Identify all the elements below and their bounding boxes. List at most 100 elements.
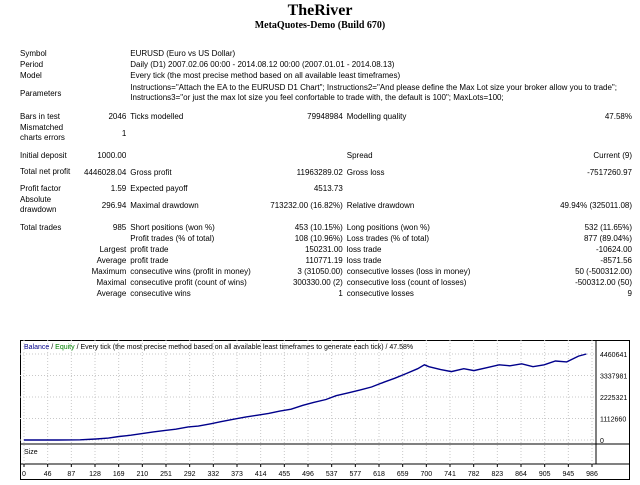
pt-value: 108 (10.96%) <box>294 234 343 243</box>
row-symbol: Symbol EURUSD (Euro vs US Dollar) <box>20 48 632 59</box>
row-trades: Total trades 985 Short positions (won %)… <box>20 222 632 233</box>
quality-value: 47.58% <box>604 112 632 121</box>
max-cw-label: consecutive wins (profit in money) <box>130 267 251 276</box>
chart-frame <box>20 340 630 480</box>
report-table: Symbol EURUSD (Euro vs US Dollar) Period… <box>20 48 632 299</box>
maxdd-label: Maximal drawdown <box>130 200 199 210</box>
y-tick-label: 4460641 <box>600 352 627 359</box>
row-maximum: Maximum consecutive wins (profit in mone… <box>20 266 632 277</box>
x-tick-label: 986 <box>586 471 598 478</box>
x-tick-label: 700 <box>420 471 432 478</box>
x-tick-label: 864 <box>515 471 527 478</box>
ep-value: 4513.73 <box>313 184 343 193</box>
x-tick-label: 128 <box>89 471 101 478</box>
lt-value: 877 (89.04%) <box>583 234 632 243</box>
x-tick-label: 87 <box>67 471 75 478</box>
balance-chart-svg: Balance / Equity / Every tick (the most … <box>20 340 630 480</box>
largest-lt-label: loss trade <box>346 245 382 254</box>
period-value: Daily (D1) 2007.02.06 00:00 - 2014.08.12… <box>130 60 395 69</box>
symbol-label: Symbol <box>20 49 47 58</box>
row-average: Average profit trade 110771.19 loss trad… <box>20 255 632 266</box>
x-axis-ticks: 0 46 87 128 169 210 251 292 332 373 414 455 496 537 57… <box>22 464 598 478</box>
x-tick-label: 414 <box>255 471 267 478</box>
quality-label: Modelling quality <box>346 112 407 121</box>
y-tick-label: 1112660 <box>600 417 626 424</box>
max-cl-value: 50 (-500312.00) <box>575 267 632 276</box>
x-tick-label: 251 <box>160 471 172 478</box>
mxl-cl-value: -500312.00 (50) <box>575 278 632 287</box>
average-pt-value: 110771.19 <box>305 256 343 265</box>
row-bars: Bars in test 2046 Ticks modelled 7994898… <box>20 111 632 122</box>
balance-line <box>24 353 587 441</box>
mxl-cp-value: 300330.00 (2) <box>292 278 343 287</box>
row-maximal: Maximal consecutive profit (count of win… <box>20 277 632 288</box>
mismatch-label: Mismatched charts errors <box>20 123 65 142</box>
legend-balance: Balance <box>24 344 49 351</box>
max-cw-value: 3 (31050.00) <box>297 267 343 276</box>
pf-label: Profit factor <box>20 184 61 193</box>
deposit-label: Initial deposit <box>20 151 67 160</box>
spread-label: Spread <box>346 151 373 160</box>
legend-rest: / Every tick (the most precise method ba… <box>77 344 414 351</box>
row-mismatch: Mismatched charts errors 1 <box>20 122 632 144</box>
lt-label: Loss trades (% of total) <box>346 234 430 243</box>
row-largest: Largest profit trade 150231.00 loss trad… <box>20 244 632 255</box>
parameters-line-1: Instructions="Attach the EA to the EURUS… <box>130 83 617 92</box>
ticks-value: 79948984 <box>307 112 343 121</box>
short-label: Short positions (won %) <box>130 223 215 232</box>
parameters-line-2: Instructions3="or just the max lot size … <box>130 93 504 102</box>
x-tick-label: 210 <box>136 471 148 478</box>
legend-equity: Equity <box>55 344 75 351</box>
deposit-value: 1000.00 <box>97 151 127 160</box>
x-tick-label: 496 <box>302 471 314 478</box>
x-tick-label: 332 <box>207 471 219 478</box>
max-cl-label: consecutive losses (loss in money) <box>346 267 471 276</box>
grossloss-value: -7517260.97 <box>587 167 632 177</box>
x-tick-label: 292 <box>184 471 196 478</box>
pt-label: Profit trades (% of total) <box>130 234 215 243</box>
period-label: Period <box>20 60 44 69</box>
average-lt-label: loss trade <box>346 256 382 265</box>
y-axis-ticks: 4460641 3337981 2225321 1112660 0 <box>600 352 627 445</box>
maximal-label: Maximal <box>96 278 127 287</box>
x-tick-label: 782 <box>468 471 480 478</box>
trades-label: Total trades <box>20 223 62 232</box>
y-tick-label: 0 <box>600 438 604 445</box>
largest-pt-label: profit trade <box>130 245 169 254</box>
maximum-label: Maximum <box>91 267 127 276</box>
row-model: Model Every tick (the most precise metho… <box>20 70 632 81</box>
avg-cl-label: consecutive losses <box>346 289 414 298</box>
x-tick-label: 455 <box>278 471 290 478</box>
balance-chart: Balance / Equity / Every tick (the most … <box>20 340 630 480</box>
parameters-label: Parameters <box>20 88 62 98</box>
reldd-value: 49.94% (325011.08) <box>560 200 632 210</box>
ep-label: Expected payoff <box>130 184 188 193</box>
mismatch-value: 1 <box>121 128 127 138</box>
x-tick-label: 659 <box>397 471 409 478</box>
x-tick-label: 46 <box>44 471 52 478</box>
row-parameters: Parameters Instructions="Attach the EA t… <box>20 81 632 105</box>
netprofit-value: 4446028.04 <box>84 167 127 177</box>
row-profittrades: Profit trades (% of total) 108 (10.96%) … <box>20 233 632 244</box>
y-tick-label: 2225321 <box>600 395 627 402</box>
row-drawdown: Absolute drawdown 296.94 Maximal drawdow… <box>20 194 632 216</box>
bars-label: Bars in test <box>20 112 61 121</box>
avg-cl-value: 9 <box>627 289 632 298</box>
grossloss-label: Gross loss <box>346 167 385 177</box>
row-period: Period Daily (D1) 2007.02.06 00:00 - 201… <box>20 59 632 70</box>
row-deposit: Initial deposit 1000.00 Spread Current (… <box>20 150 632 161</box>
x-tick-label: 0 <box>22 471 26 478</box>
x-tick-label: 169 <box>113 471 125 478</box>
largest-label: Largest <box>99 245 127 254</box>
x-tick-label: 905 <box>539 471 551 478</box>
x-tick-label: 823 <box>491 471 503 478</box>
model-value: Every tick (the most precise method base… <box>130 71 401 80</box>
average-lt-value: -8571.56 <box>600 256 632 265</box>
ticks-label: Ticks modelled <box>130 112 184 121</box>
x-tick-label: 537 <box>326 471 338 478</box>
absdd-value: 296.94 <box>101 200 127 210</box>
avg-cw-label: consecutive wins <box>130 289 191 298</box>
size-label: Size <box>24 449 38 456</box>
x-tick-label: 618 <box>373 471 385 478</box>
legend-sep: / <box>51 344 53 351</box>
